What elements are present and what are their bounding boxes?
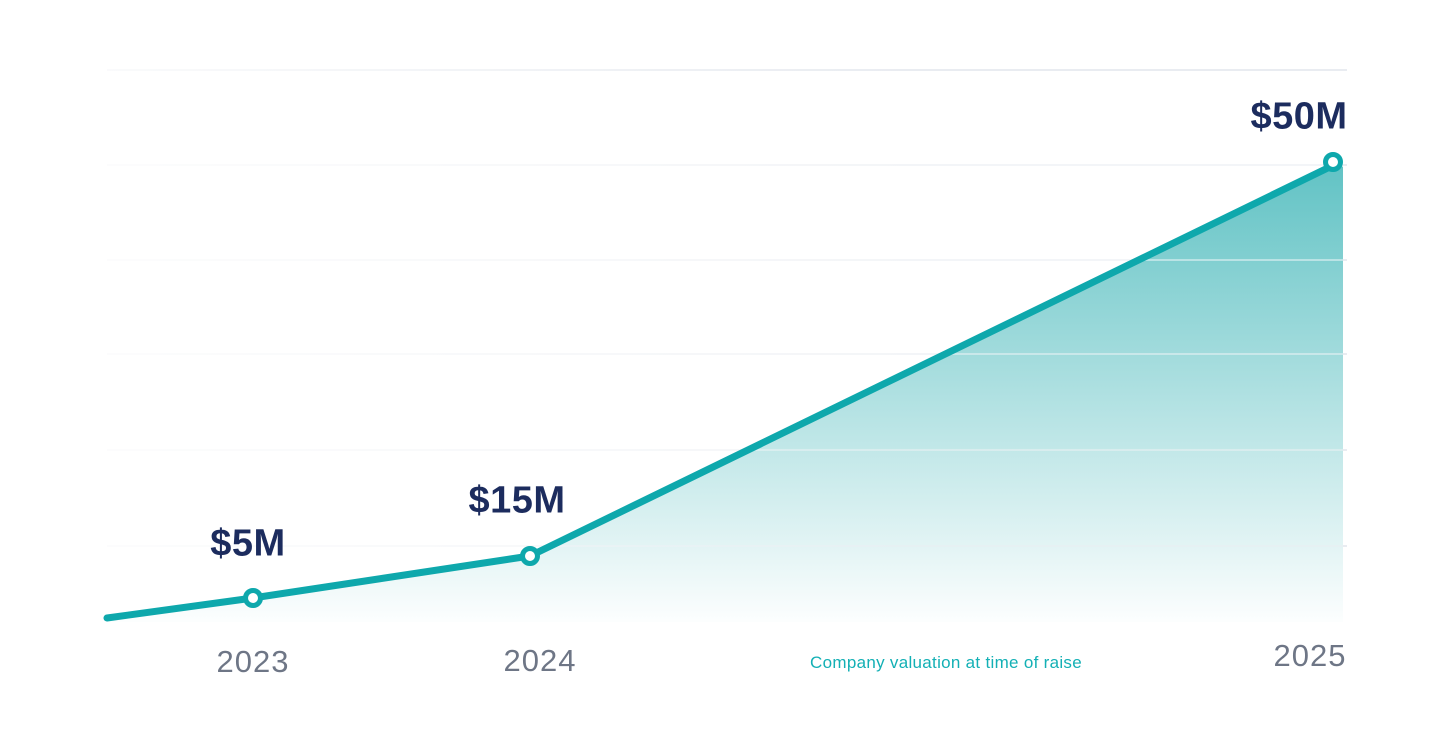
value-label-2025: $50M xyxy=(1250,95,1348,138)
x-axis-tick-2023: 2023 xyxy=(216,644,290,679)
area-fill xyxy=(107,163,1343,622)
value-label-2024: $15M xyxy=(468,479,566,522)
data-point-2023 xyxy=(243,588,263,608)
x-axis-tick-2024: 2024 xyxy=(503,643,577,678)
value-label-2023: $5M xyxy=(210,522,286,565)
data-point-2025 xyxy=(1323,152,1343,172)
x-axis-tick-2025: 2025 xyxy=(1273,638,1347,673)
valuation-line xyxy=(103,159,1342,622)
data-point-2024 xyxy=(520,546,540,566)
chart-caption: Company valuation at time of raise xyxy=(810,653,1082,672)
